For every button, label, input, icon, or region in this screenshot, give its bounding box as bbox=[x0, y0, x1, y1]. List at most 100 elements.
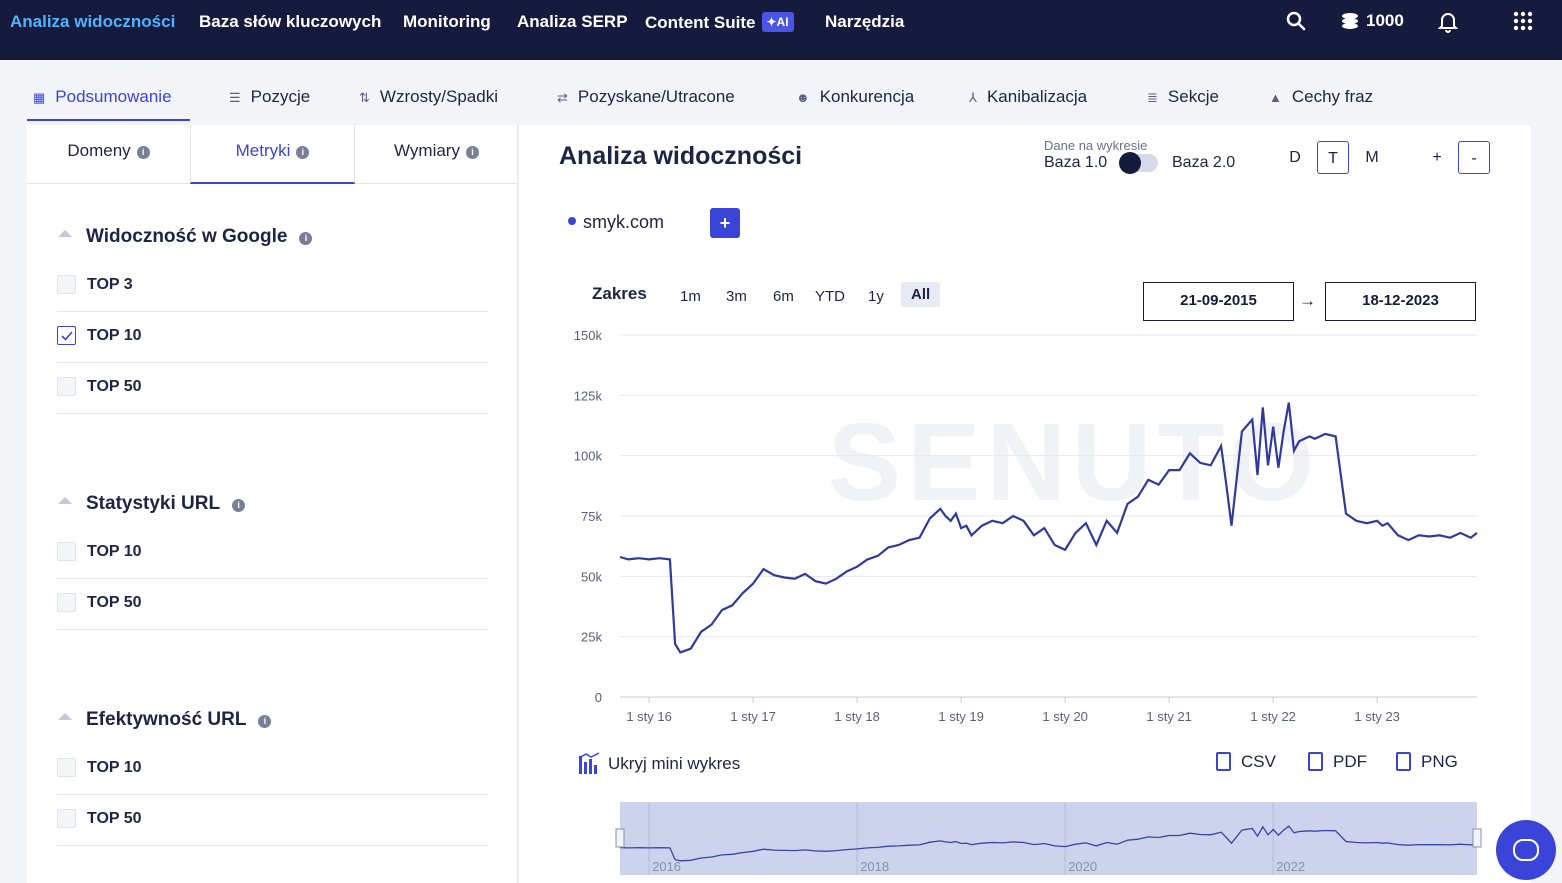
checkbox[interactable] bbox=[57, 377, 76, 396]
checkbox-row-top50[interactable]: TOP 50 bbox=[57, 363, 488, 414]
checkbox[interactable] bbox=[57, 275, 76, 294]
period-week[interactable]: T bbox=[1317, 141, 1349, 174]
tab-kanibalizacja-label: Kanibalizacja bbox=[986, 87, 1088, 106]
range-1m[interactable]: 1m bbox=[680, 288, 701, 305]
x-tick-label: 1 sty 23 bbox=[1354, 709, 1400, 724]
users-icon: ☻ bbox=[796, 90, 810, 105]
info-icon[interactable]: i bbox=[258, 715, 272, 728]
senuto-watermark: SENUTO bbox=[828, 401, 1320, 524]
domain-legend[interactable]: smyk.com bbox=[568, 212, 664, 233]
checkbox-label: TOP 50 bbox=[87, 378, 142, 395]
date-to-input[interactable]: 18-12-2023 bbox=[1325, 282, 1476, 321]
tab-wzrosty-spadki[interactable]: ⇅ Wzrosty/Spadki bbox=[359, 87, 498, 107]
period-day[interactable]: D bbox=[1289, 149, 1301, 166]
period-month[interactable]: M bbox=[1365, 149, 1379, 166]
x-tick-label: 1 sty 22 bbox=[1250, 709, 1296, 724]
nav-narzedzia[interactable]: Narzędzia bbox=[825, 12, 905, 31]
nav-content-suite-label: Content Suite bbox=[645, 13, 756, 32]
info-icon[interactable]: i bbox=[465, 146, 479, 159]
x-tick-label: 1 sty 19 bbox=[938, 709, 984, 724]
checkbox-row-url-top50[interactable]: TOP 50 bbox=[57, 579, 488, 630]
collapse-caret-icon[interactable] bbox=[58, 713, 72, 720]
checkbox-label: TOP 50 bbox=[87, 594, 142, 611]
info-icon[interactable]: i bbox=[296, 146, 310, 159]
tab-domeny-label: Domeny bbox=[67, 141, 131, 160]
export-pdf-button[interactable]: PDF bbox=[1308, 752, 1367, 772]
nav-analiza-serp[interactable]: Analiza SERP bbox=[517, 12, 628, 31]
tab-domeny[interactable]: Domeny i bbox=[27, 125, 190, 184]
info-icon[interactable]: i bbox=[232, 499, 246, 512]
toggle-knob bbox=[1119, 152, 1141, 174]
export-pdf-label: PDF bbox=[1333, 752, 1367, 771]
nav-baza-slow[interactable]: Baza słów kluczowych bbox=[199, 12, 382, 31]
tab-pozycje[interactable]: ☰ Pozycje bbox=[229, 87, 310, 107]
tab-podsumowanie[interactable]: ▦ Podsumowanie bbox=[33, 87, 172, 107]
tab-sekcje[interactable]: ≣ Sekcje bbox=[1147, 87, 1219, 107]
ai-badge: ✦AI bbox=[761, 12, 794, 32]
zoom-in-button[interactable]: + bbox=[1432, 149, 1442, 166]
checkbox-checked[interactable] bbox=[57, 326, 76, 345]
checkbox[interactable] bbox=[57, 758, 76, 777]
mini-drag-handle bbox=[615, 828, 625, 848]
tab-cechy-fraz[interactable]: ▲ Cechy fraz bbox=[1269, 87, 1373, 107]
checkbox-label: TOP 10 bbox=[87, 759, 142, 776]
tab-konkurencja-label: Konkurencja bbox=[819, 87, 915, 106]
range-ytd[interactable]: YTD bbox=[815, 288, 845, 305]
zoom-out-button[interactable]: - bbox=[1458, 141, 1490, 174]
tab-metryki-label: Metryki bbox=[235, 141, 291, 160]
swap-icon: ⇄ bbox=[557, 90, 568, 105]
visibility-chart-panel: Analiza widoczności Dane na wykresie Baz… bbox=[519, 125, 1531, 883]
collapse-caret-icon[interactable] bbox=[58, 497, 72, 504]
nav-analiza-widocznosci[interactable]: Analiza widoczności bbox=[10, 12, 176, 31]
nav-content-suite[interactable]: Content Suite ✦AI bbox=[645, 12, 794, 33]
checkbox[interactable] bbox=[57, 542, 76, 561]
tab-konkurencja[interactable]: ☻ Konkurencja bbox=[796, 87, 914, 107]
x-tick-label: 1 sty 18 bbox=[834, 709, 880, 724]
tab-metryki[interactable]: Metryki i bbox=[190, 125, 355, 184]
range-1y[interactable]: 1y bbox=[868, 288, 884, 305]
nav-monitoring[interactable]: Monitoring bbox=[403, 12, 491, 31]
coins-icon bbox=[1342, 13, 1358, 29]
search-icon[interactable] bbox=[1286, 11, 1306, 31]
y-tick-label: 0 bbox=[595, 690, 602, 705]
info-icon[interactable]: i bbox=[136, 146, 150, 159]
checkbox-row-url-top10[interactable]: TOP 10 bbox=[57, 528, 488, 579]
series-line bbox=[619, 402, 1478, 654]
baza1-label: Baza 1.0 bbox=[1044, 154, 1108, 171]
chat-button[interactable] bbox=[1496, 820, 1556, 880]
tab-pozycje-label: Pozycje bbox=[250, 87, 311, 106]
range-3m[interactable]: 3m bbox=[726, 288, 747, 305]
hide-mini-chart-button[interactable]: Ukryj mini wykres bbox=[578, 752, 740, 774]
checkbox[interactable] bbox=[57, 593, 76, 612]
y-tick-label: 25k bbox=[581, 630, 602, 645]
checkbox-label: TOP 10 bbox=[87, 327, 142, 344]
section-title-statystyki-label: Statystyki URL bbox=[86, 493, 221, 514]
bell-icon[interactable] bbox=[1438, 11, 1458, 33]
tab-pozyskane-utracone[interactable]: ⇄ Pozyskane/Utracone bbox=[557, 87, 735, 107]
tab-wymiary[interactable]: Wymiary i bbox=[355, 125, 518, 184]
checkbox-row-eff-top10[interactable]: TOP 10 bbox=[57, 744, 488, 795]
range-all[interactable]: All bbox=[901, 282, 941, 307]
database-toggle[interactable] bbox=[1119, 152, 1158, 174]
export-csv-button[interactable]: CSV bbox=[1216, 752, 1276, 772]
section-title-widocznosc: Widoczność w Google i bbox=[86, 226, 313, 248]
domain-name: smyk.com bbox=[583, 212, 664, 232]
checkbox-label: TOP 50 bbox=[87, 810, 142, 827]
date-from-input[interactable]: 21-09-2015 bbox=[1143, 282, 1294, 321]
add-domain-button[interactable]: + bbox=[710, 208, 740, 238]
collapse-caret-icon[interactable] bbox=[58, 230, 72, 237]
checkbox-row-eff-top50[interactable]: TOP 50 bbox=[57, 795, 488, 846]
checkbox-row-top10[interactable]: TOP 10 bbox=[57, 312, 488, 363]
info-icon[interactable]: i bbox=[299, 232, 313, 245]
check-icon bbox=[61, 331, 73, 341]
dashboard-icon: ▦ bbox=[33, 90, 46, 105]
range-6m[interactable]: 6m bbox=[773, 288, 794, 305]
checkbox[interactable] bbox=[57, 809, 76, 828]
export-png-label: PNG bbox=[1421, 752, 1458, 771]
export-png-button[interactable]: PNG bbox=[1396, 752, 1458, 772]
checkbox-row-top3[interactable]: TOP 3 bbox=[57, 261, 488, 312]
apps-grid-icon[interactable] bbox=[1513, 11, 1533, 31]
tab-kanibalizacja[interactable]: ⅄ Kanibalizacja bbox=[969, 87, 1087, 107]
mini-chart-selection bbox=[620, 802, 1477, 875]
visibility-line-chart[interactable]: SENUTO 150k 125k 100k 75k 50k 25k 0 1 sty 16 1 … bbox=[519, 125, 1531, 883]
